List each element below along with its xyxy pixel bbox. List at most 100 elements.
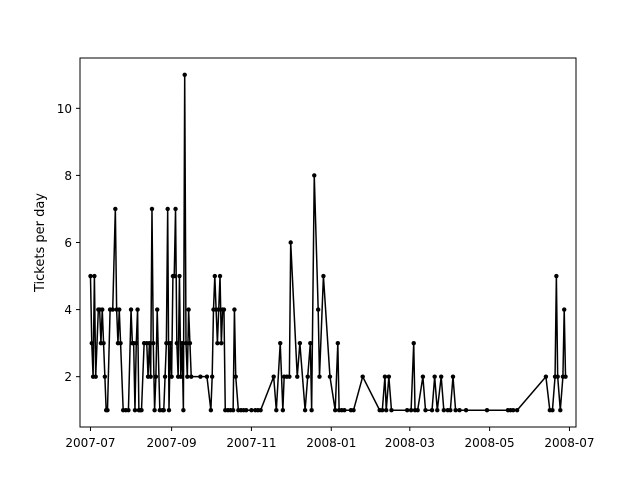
data-point — [302, 408, 308, 413]
data-point — [128, 307, 134, 312]
data-point — [382, 374, 388, 379]
data-point — [432, 374, 437, 379]
data-point — [315, 307, 321, 312]
axis-ticks: 2007-07 2007-09 2007-11 2008-01 2008-03 2008-… — [57, 102, 595, 450]
data-point — [132, 408, 138, 413]
data-point — [162, 374, 168, 379]
data-point — [92, 273, 97, 279]
data-point — [563, 374, 568, 379]
y-tick-label: 10 — [57, 102, 72, 116]
data-point — [179, 340, 185, 346]
data-point — [181, 408, 186, 413]
data-point — [164, 340, 169, 346]
plot-frame — [79, 57, 577, 428]
data-point — [166, 408, 172, 413]
data-point — [113, 206, 118, 212]
x-tick-label: 2008-05 — [465, 436, 515, 450]
data-point — [288, 240, 293, 245]
data-point — [209, 374, 215, 379]
data-point — [217, 273, 223, 279]
data-point — [411, 340, 416, 346]
data-point — [439, 374, 444, 379]
x-tick-label: 2008-03 — [385, 436, 435, 450]
data-point — [450, 374, 456, 379]
data-point — [258, 408, 263, 413]
data-point — [204, 374, 210, 379]
data-point — [216, 307, 221, 312]
data-point — [457, 408, 462, 413]
data-point — [169, 374, 174, 379]
data-point — [312, 173, 317, 178]
data-point — [271, 374, 276, 379]
data-point — [543, 374, 549, 379]
data-point — [182, 72, 187, 77]
data-point — [244, 408, 249, 413]
data-point — [208, 408, 214, 413]
data-point — [420, 374, 426, 379]
data-point — [308, 340, 313, 346]
data-point — [404, 408, 410, 413]
data-point — [152, 408, 157, 413]
data-point — [102, 374, 108, 379]
data-point — [389, 408, 394, 413]
data-point — [510, 408, 516, 413]
data-point — [174, 340, 180, 346]
y-tick-label: 2 — [64, 370, 72, 384]
data-point — [287, 374, 292, 379]
data-point — [423, 408, 428, 413]
data-point — [249, 408, 254, 413]
data-point — [321, 273, 326, 279]
x-tick-label: 2008-01 — [306, 436, 356, 450]
data-point — [110, 307, 115, 312]
y-tick-label: 6 — [64, 236, 72, 250]
data-point — [118, 340, 123, 346]
data-point — [135, 307, 140, 312]
data-point — [187, 340, 193, 346]
x-tick-label: 2007-07 — [65, 436, 115, 450]
data-point — [148, 374, 153, 379]
data-point — [380, 408, 385, 413]
x-tick-label: 2007-09 — [147, 436, 197, 450]
data-point — [186, 307, 191, 312]
data-point — [212, 273, 217, 279]
data-point — [189, 374, 194, 379]
data-point — [327, 374, 333, 379]
data-point — [198, 374, 203, 379]
data-point — [89, 340, 94, 346]
data-point — [139, 408, 144, 413]
data-point — [309, 408, 314, 413]
data-point — [149, 206, 155, 212]
data-point — [126, 408, 131, 413]
data-point — [384, 408, 389, 413]
data-point — [295, 374, 300, 379]
data-point — [215, 340, 220, 346]
y-axis-label: Tickets per day — [33, 193, 48, 293]
data-point — [100, 307, 105, 312]
data-point — [232, 307, 237, 312]
data-point — [280, 408, 286, 413]
data-point — [185, 374, 190, 379]
data-point — [342, 408, 347, 413]
data-point — [134, 340, 139, 346]
data-point — [93, 374, 98, 379]
data-point — [219, 340, 224, 346]
data-point — [165, 206, 170, 212]
data-point — [173, 206, 178, 212]
y-tick-label: 4 — [64, 303, 72, 317]
data-point — [155, 307, 160, 312]
data-point — [448, 408, 453, 413]
data-point — [386, 374, 392, 379]
data-point — [101, 340, 106, 346]
data-point — [297, 340, 303, 346]
data-point — [161, 408, 166, 413]
data-point — [333, 408, 338, 413]
data-point — [555, 374, 560, 379]
data-point — [305, 374, 310, 379]
data-point — [360, 374, 365, 379]
data-point — [172, 273, 177, 279]
data-point — [514, 408, 520, 413]
data-point — [117, 307, 122, 312]
data-point — [274, 408, 279, 413]
data-point — [351, 408, 356, 413]
data-point — [233, 374, 238, 379]
